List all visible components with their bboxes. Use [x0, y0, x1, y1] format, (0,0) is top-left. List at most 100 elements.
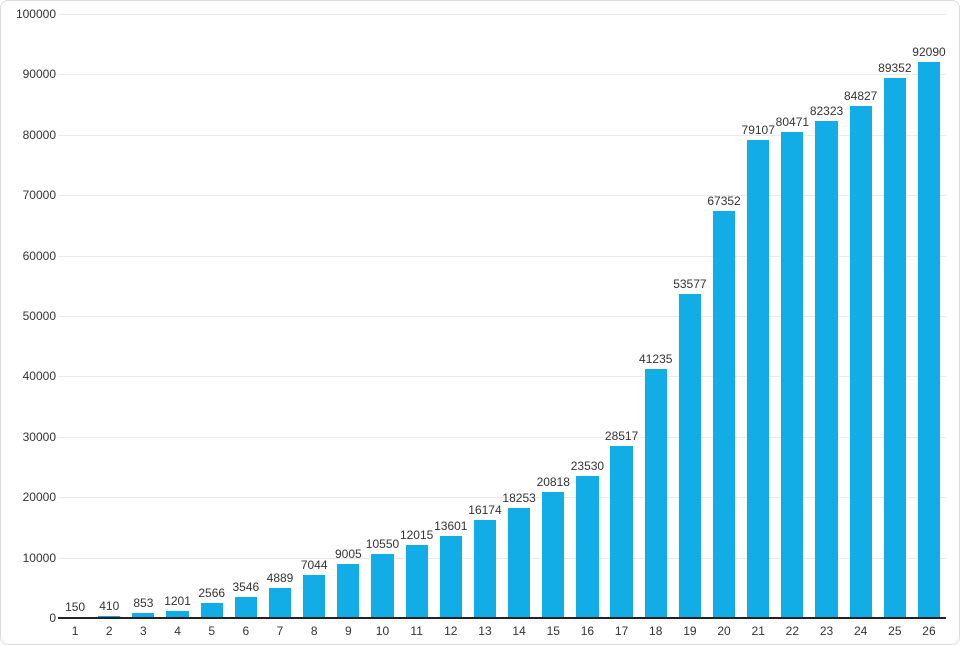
bar-slot: 12015 [400, 14, 434, 618]
y-tick-label: 40000 [22, 369, 56, 384]
bar: 41235 [639, 352, 672, 618]
gridline [58, 134, 946, 136]
bar: 92090 [912, 45, 946, 618]
y-tick-label: 70000 [22, 188, 56, 203]
bar-value-label: 20818 [536, 475, 570, 490]
bar-slot: 150 [58, 14, 92, 618]
x-tick-label: 7 [276, 624, 284, 638]
bar: 10550 [366, 537, 399, 618]
x-tick-label: 14 [512, 624, 526, 638]
gridline [58, 436, 946, 438]
bar-value-label: 92090 [912, 44, 946, 59]
bar: 18253 [502, 491, 536, 618]
bar: 23530 [571, 459, 604, 618]
x-tick-label: 12 [444, 624, 458, 638]
bar-slot: 53577 [673, 14, 707, 618]
x-tick-label: 10 [375, 624, 390, 638]
bar: 82323 [810, 104, 843, 618]
bar-slot: 23530 [570, 14, 604, 618]
bar: 410 [98, 599, 121, 618]
bar-value-label: 1201 [164, 593, 191, 608]
y-tick-label: 90000 [22, 67, 56, 82]
x-tick-label: 9 [344, 624, 352, 638]
gridline [58, 376, 946, 378]
bar: 3546 [233, 580, 259, 618]
bar: 67352 [707, 194, 741, 618]
x-tick-label: 15 [546, 624, 560, 638]
bar-value-label: 23530 [570, 458, 605, 473]
bar-value-label: 410 [99, 598, 120, 613]
x-tick-label: 18 [649, 624, 663, 638]
plot-area: 150 410 853 1201 2566 3546 4889 7044 9005 10550 12… [58, 14, 946, 619]
bar-slot: 7044 [297, 14, 331, 618]
bar-value-label: 80471 [775, 114, 810, 129]
y-tick-label: 50000 [22, 309, 56, 323]
x-tick-label: 17 [614, 624, 629, 638]
x-tick-label: 11 [410, 624, 423, 638]
bar: 12015 [400, 528, 433, 618]
bar-value-label: 3546 [232, 579, 260, 594]
bar-slot: 89352 [878, 14, 912, 618]
y-tick-label: 30000 [22, 429, 56, 444]
bar-value-label: 82323 [809, 103, 844, 118]
bar-slot: 84827 [844, 14, 878, 618]
x-tick-label: 24 [853, 624, 868, 638]
x-tick-label: 25 [888, 624, 902, 638]
x-axis-labels: 1 2 3 4 5 6 7 8 9 10 11 12 13 14 15 16 17 18 19 20 21 22 23 24 2… [58, 621, 946, 641]
bar-slot: 20818 [536, 14, 570, 618]
bar: 28517 [605, 429, 638, 618]
bar: 13601 [434, 519, 467, 618]
y-tick-label: 0 [49, 611, 56, 625]
y-tick-label: 10000 [22, 550, 56, 565]
bar-slot: 16174 [468, 14, 502, 618]
bar: 4889 [267, 571, 293, 618]
bar: 53577 [673, 277, 707, 618]
bar-slot: 80471 [775, 14, 809, 618]
bar-value-label: 16174 [468, 503, 502, 518]
x-tick-label: 26 [922, 624, 936, 638]
bar-value-label: 67352 [707, 194, 741, 209]
x-tick-label: 19 [683, 624, 697, 638]
bar-value-label: 9005 [334, 546, 362, 561]
bar-slot: 79107 [741, 14, 775, 618]
bar: 7044 [301, 558, 328, 618]
x-axis-line [58, 617, 946, 619]
gridline [58, 497, 946, 499]
x-tick-label: 4 [174, 624, 181, 638]
gridline [58, 74, 946, 76]
bar-slot: 410 [92, 14, 126, 618]
gridline [58, 316, 946, 317]
bar-slot: 18253 [502, 14, 536, 618]
bar-series: 150 410 853 1201 2566 3546 4889 7044 9005 10550 12… [58, 14, 946, 618]
bar: 89352 [878, 61, 912, 618]
bar-value-label: 18253 [502, 490, 536, 505]
bar-value-label: 53577 [673, 277, 707, 292]
x-tick-label: 5 [208, 624, 216, 638]
bar-slot: 9005 [331, 14, 365, 618]
gridline [58, 255, 946, 257]
bar-slot: 2566 [195, 14, 229, 618]
bar-slot: 853 [126, 14, 160, 618]
bar-value-label: 28517 [604, 428, 639, 443]
bar-slot: 4889 [263, 14, 297, 618]
bar: 79107 [742, 123, 775, 618]
bar-value-label: 4889 [266, 571, 294, 586]
bar-value-label: 13601 [434, 518, 468, 533]
bar: 80471 [776, 115, 809, 618]
bar-slot: 67352 [707, 14, 741, 618]
x-tick-label: 3 [140, 624, 147, 638]
y-tick-label: 100000 [15, 7, 56, 21]
bar-value-label: 150 [65, 600, 86, 615]
bar-value-label: 2566 [198, 585, 226, 600]
bar: 16174 [468, 503, 502, 618]
y-tick-label: 20000 [22, 490, 56, 505]
bar-slot: 82323 [809, 14, 843, 618]
bar: 1201 [164, 594, 191, 618]
bar-value-label: 12015 [399, 528, 434, 543]
bar-slot: 92090 [912, 14, 946, 618]
bar: 2566 [198, 586, 225, 618]
x-tick-label: 8 [310, 624, 318, 638]
bar-value-label: 84827 [843, 88, 878, 103]
bar: 853 [132, 596, 155, 618]
